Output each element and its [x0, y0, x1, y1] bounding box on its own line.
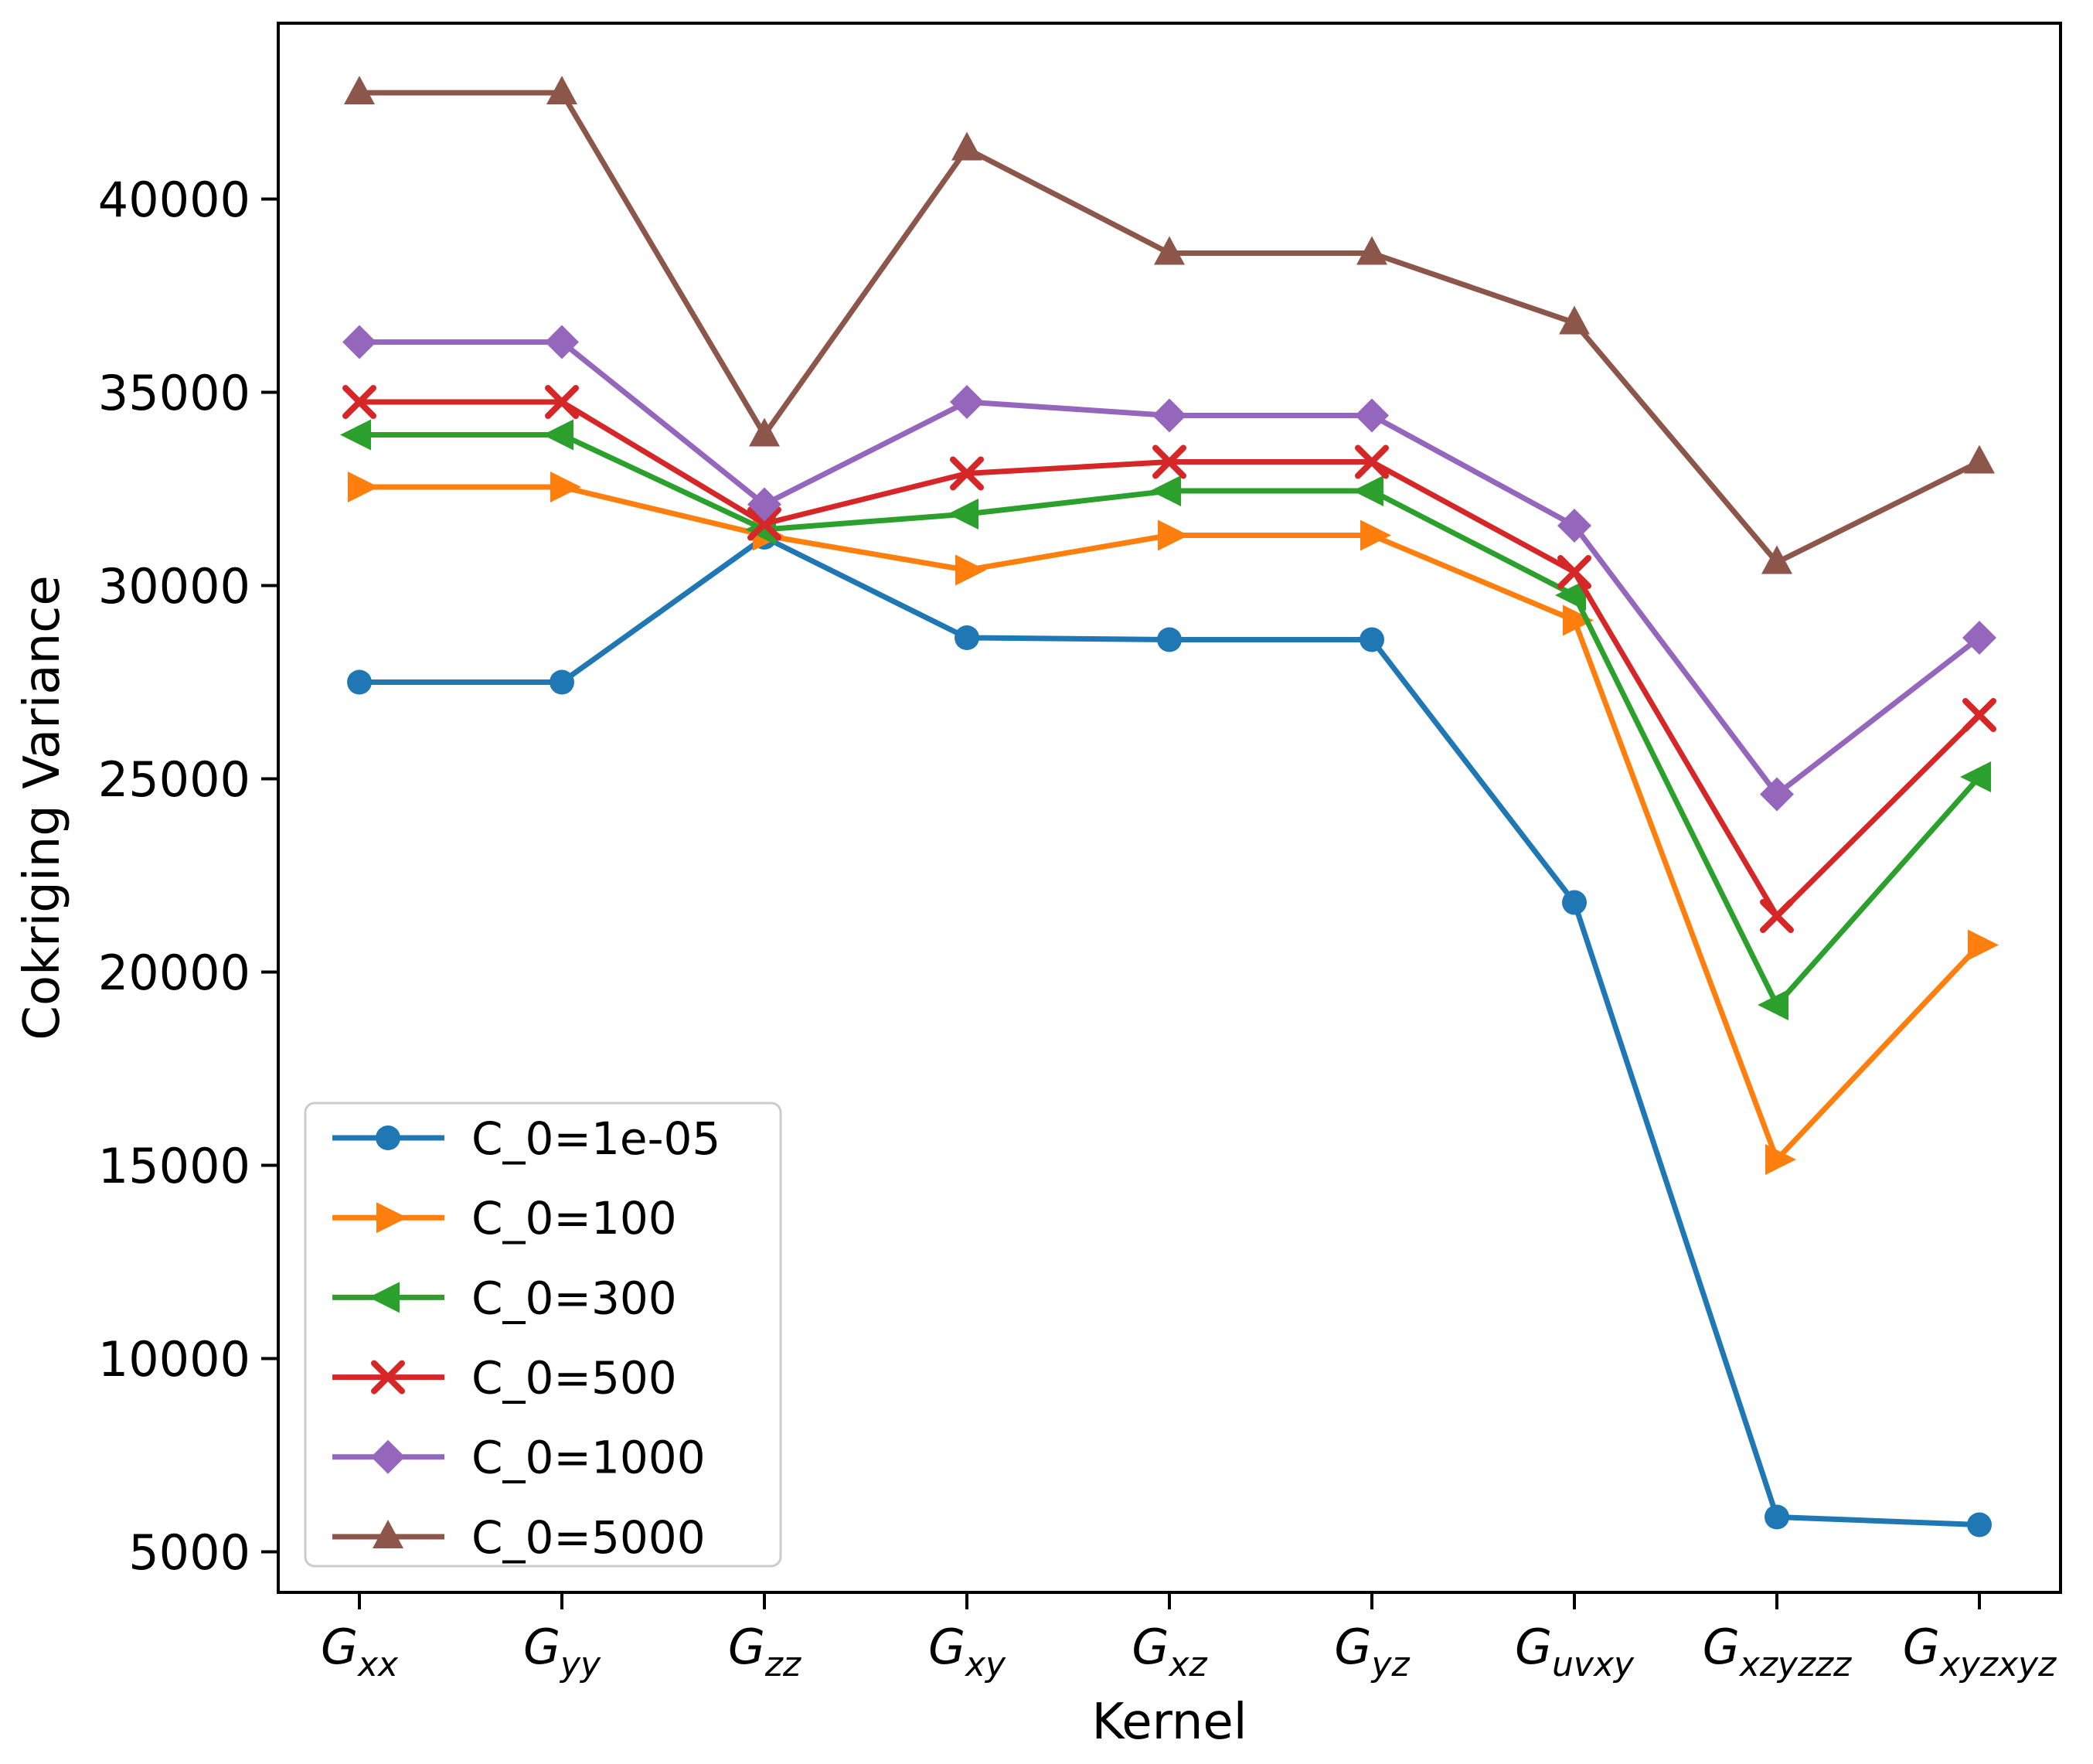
series-marker-1 — [1765, 1144, 1796, 1175]
series-marker-2 — [1758, 989, 1788, 1020]
series-marker-0 — [1967, 1512, 1992, 1538]
legend-item-label-3: C_0=500 — [471, 1351, 677, 1404]
series-marker-4 — [1760, 777, 1794, 812]
series-marker-5 — [951, 131, 982, 161]
x-axis-tick-label: Gxyzxyz — [1903, 1619, 2057, 1684]
series-marker-4 — [1557, 509, 1591, 543]
y-axis-tick-label: 25000 — [98, 751, 250, 808]
series-marker-5 — [1964, 444, 1995, 474]
series-marker-4 — [1355, 398, 1389, 433]
series-marker-1 — [1563, 604, 1594, 636]
series-marker-5 — [749, 417, 780, 447]
series-marker-2 — [1960, 761, 1991, 792]
x-axis-tick-label: Gxx — [321, 1619, 399, 1684]
x-axis-tick-label: Gyy — [523, 1619, 601, 1684]
series-marker-1 — [1360, 519, 1391, 551]
x-axis-tick-label: Gxy — [928, 1619, 1006, 1684]
series-marker-3 — [950, 456, 984, 491]
series-marker-4 — [545, 325, 579, 359]
y-axis-tick-label: 30000 — [98, 558, 250, 615]
series-marker-2 — [948, 499, 978, 530]
series-marker-3 — [1557, 555, 1591, 589]
series-marker-2 — [1353, 475, 1383, 506]
legend-box — [304, 1102, 782, 1568]
series-marker-2 — [543, 419, 573, 451]
series-marker-3 — [747, 506, 781, 541]
legend-sample-marker-5 — [373, 1520, 403, 1548]
legend-sample-marker-4 — [371, 1439, 405, 1474]
legend-item-label-2: C_0=300 — [471, 1272, 677, 1324]
series-marker-4 — [1962, 621, 1996, 655]
series-marker-5 — [1559, 305, 1590, 335]
x-axis-tick-label: Gxz — [1132, 1619, 1207, 1684]
series-marker-5 — [1154, 236, 1185, 265]
series-marker-3 — [1760, 899, 1794, 933]
series-marker-1 — [1158, 519, 1189, 551]
series-marker-5 — [344, 76, 375, 104]
series-marker-0 — [1765, 1504, 1789, 1530]
legend-sample-marker-3 — [371, 1360, 405, 1395]
series-marker-4 — [342, 325, 376, 359]
series-marker-1 — [348, 472, 379, 502]
series-marker-3 — [342, 385, 376, 419]
axes-spines — [277, 22, 2062, 1594]
series-marker-1 — [1968, 929, 1999, 961]
series-marker-3 — [1962, 698, 1996, 732]
series-marker-0 — [347, 669, 372, 695]
series-marker-4 — [1152, 398, 1186, 433]
series-marker-4 — [950, 385, 984, 419]
legend-item-label-1: C_0=100 — [471, 1192, 677, 1245]
y-axis-tick-label: 35000 — [98, 365, 250, 421]
series-marker-0 — [955, 625, 979, 650]
series-marker-3 — [1355, 444, 1389, 479]
series-marker-3 — [1152, 444, 1186, 479]
legend-sample-marker-2 — [369, 1282, 400, 1313]
series-marker-2 — [340, 419, 371, 451]
series-marker-3 — [545, 385, 579, 419]
y-axis-tick-label: 5000 — [128, 1524, 250, 1581]
series-marker-0 — [550, 669, 574, 695]
legend-item-label-5: C_0=5000 — [471, 1511, 706, 1564]
series-marker-1 — [955, 554, 986, 586]
legend-item-label-4: C_0=1000 — [471, 1432, 706, 1484]
series-marker-2 — [1150, 475, 1181, 506]
x-axis-title: Kernel — [1091, 1694, 1247, 1751]
series-marker-5 — [1761, 545, 1792, 574]
y-axis-title: Cokriging Variance — [14, 575, 71, 1040]
series-marker-5 — [1356, 236, 1387, 265]
series-marker-0 — [1360, 627, 1384, 652]
y-axis-tick-label: 10000 — [98, 1331, 250, 1388]
series-marker-2 — [1555, 580, 1586, 611]
y-axis-tick-label: 40000 — [98, 172, 250, 228]
series-marker-4 — [747, 487, 781, 522]
series-marker-1 — [550, 472, 581, 502]
x-axis-tick-label: Gzz — [728, 1619, 801, 1684]
y-axis-tick-label: 15000 — [98, 1138, 250, 1194]
x-axis-tick-label: Guvxy — [1515, 1619, 1635, 1684]
x-axis-tick-label: Gxzyzzz — [1703, 1619, 1852, 1684]
series-marker-0 — [1562, 890, 1587, 915]
y-axis-tick-label: 20000 — [98, 945, 250, 1001]
x-axis-tick-label: Gyz — [1334, 1619, 1410, 1684]
series-marker-5 — [546, 76, 577, 104]
legend-item-label-0: C_0=1e-05 — [471, 1112, 720, 1165]
legend-sample-marker-1 — [376, 1202, 407, 1234]
legend-sample-marker-0 — [376, 1125, 400, 1150]
series-marker-0 — [1157, 627, 1182, 652]
